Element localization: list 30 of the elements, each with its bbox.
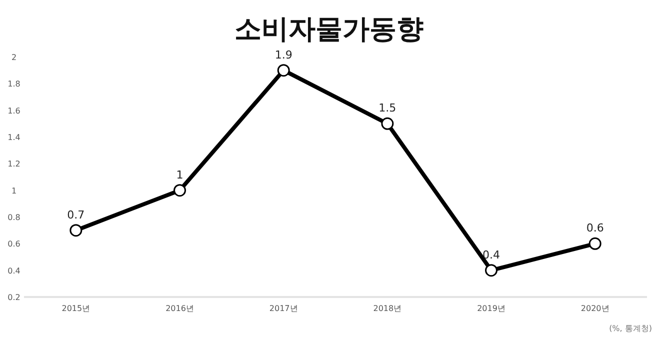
point	[174, 184, 186, 197]
data-label: 1.9	[274, 48, 292, 62]
x-tick-label: 2018년	[373, 304, 402, 313]
y-tick-label: 0.6	[8, 240, 20, 249]
x-tick-label: 2017년	[269, 304, 298, 313]
text: (%, 통계청)	[609, 324, 652, 333]
point	[485, 264, 498, 277]
data-label: 1	[176, 168, 184, 182]
y-tick-label: 1.4	[8, 133, 20, 142]
data-label: 0.4	[482, 248, 500, 262]
x-tick-label: 2015년	[62, 304, 90, 313]
point	[277, 64, 290, 77]
x-tick-label: 2020년	[580, 304, 610, 313]
y-tick-label: 1.2	[8, 160, 20, 169]
y-tick-label: 0.8	[8, 213, 20, 222]
y-tick-label: 1.8	[8, 80, 20, 89]
point	[588, 237, 602, 250]
y-tick-label: 2	[11, 53, 17, 62]
y-tick-label: 0.2	[8, 293, 20, 302]
data-label: 1.5	[378, 102, 396, 115]
x-tick-label: 2016년	[166, 304, 194, 313]
y-tick-label: 1.6	[8, 106, 20, 116]
x-tick-label: 2019년	[477, 304, 506, 313]
y-tick-label: 1	[11, 186, 17, 196]
title: 소비자물가동향	[234, 14, 424, 45]
data-label: 0.6	[586, 222, 604, 235]
y-tick-label: 0.4	[8, 266, 20, 276]
point	[381, 117, 394, 130]
data-label: 0.7	[67, 208, 85, 222]
point	[70, 224, 82, 237]
